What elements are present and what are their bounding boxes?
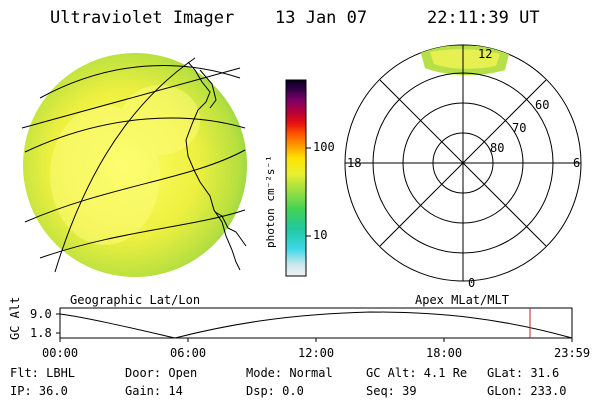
xtick-1800: 18:00 — [426, 346, 463, 360]
info-door: Door: Open — [125, 366, 198, 380]
xtick-1200: 12:00 — [298, 346, 335, 360]
altitude-ylabel: GC Alt — [8, 296, 22, 340]
xtick-0000: 00:00 — [42, 346, 79, 360]
mlt-18-label: 18 — [347, 156, 362, 170]
coastline-west — [185, 61, 241, 271]
altitude-curve — [59, 311, 573, 339]
altitude-chart — [56, 307, 573, 342]
info-ip: IP: 36.0 — [10, 384, 68, 398]
mlat-60-label: 60 — [535, 98, 550, 112]
info-glat: GLat: 31.6 — [487, 366, 560, 380]
mlt-0-label: 0 — [468, 276, 476, 290]
info-gain: Gain: 14 — [125, 384, 183, 398]
time-label: 22:11:39 UT — [427, 8, 540, 28]
colorbar-label-100: 100 — [313, 140, 335, 154]
date-label: 13 Jan 07 — [275, 8, 368, 28]
mlt-diagonal-2 — [379, 79, 547, 247]
polar-panel-label: Apex MLat/MLT — [415, 293, 509, 307]
info-glon: GLon: 233.0 — [487, 384, 567, 398]
mlt-6-label: 6 — [573, 156, 581, 170]
mlt-12-label: 12 — [478, 47, 493, 61]
xtick-2359: 23:59 — [554, 346, 591, 360]
app-title: Ultraviolet Imager — [50, 8, 235, 28]
colorbar-label-10: 10 — [313, 228, 328, 242]
mlat-70-label: 70 — [512, 121, 527, 135]
colorbar-unit-label: photon cm⁻²s⁻¹ — [264, 155, 277, 248]
geo-grid-lines — [21, 57, 246, 273]
altitude-ytick-top: 9.0 — [30, 307, 52, 321]
geo-panel-label: Geographic Lat/Lon — [70, 293, 201, 307]
info-dsp: Dsp: 0.0 — [246, 384, 304, 398]
colorbar — [285, 79, 307, 277]
xtick-0600: 06:00 — [170, 346, 207, 360]
altitude-ytick-bottom: 1.8 — [30, 326, 52, 340]
polar-plot — [344, 44, 582, 282]
info-mode: Mode: Normal — [246, 366, 333, 380]
info-flt: Flt: LBHL — [10, 366, 76, 380]
mlat-80-label: 80 — [490, 141, 505, 155]
geographic-globe — [23, 53, 247, 277]
altitude-chart-frame — [59, 307, 573, 339]
info-seq: Seq: 39 — [366, 384, 417, 398]
info-gcalt: GC Alt: 4.1 Re — [366, 366, 468, 380]
